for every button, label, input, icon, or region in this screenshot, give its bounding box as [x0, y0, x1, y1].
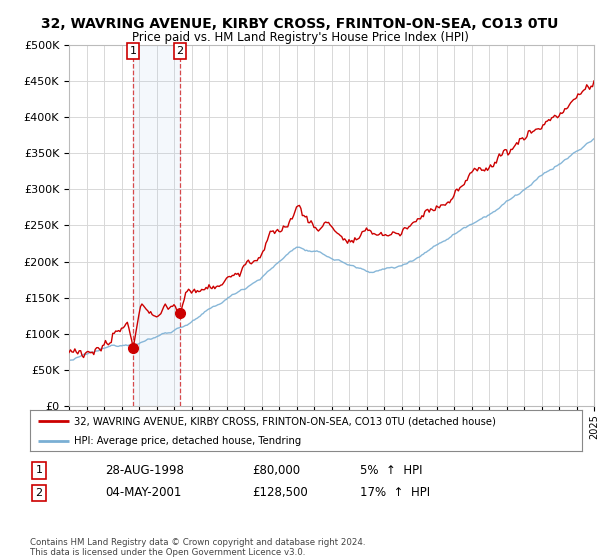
Text: 2: 2	[176, 46, 184, 56]
Text: 1: 1	[130, 46, 136, 56]
Text: Price paid vs. HM Land Registry's House Price Index (HPI): Price paid vs. HM Land Registry's House …	[131, 31, 469, 44]
Text: 32, WAVRING AVENUE, KIRBY CROSS, FRINTON-ON-SEA, CO13 0TU (detached house): 32, WAVRING AVENUE, KIRBY CROSS, FRINTON…	[74, 417, 496, 426]
Text: 5%  ↑  HPI: 5% ↑ HPI	[360, 464, 422, 477]
Text: £128,500: £128,500	[252, 486, 308, 500]
Text: 32, WAVRING AVENUE, KIRBY CROSS, FRINTON-ON-SEA, CO13 0TU: 32, WAVRING AVENUE, KIRBY CROSS, FRINTON…	[41, 17, 559, 31]
Text: 1: 1	[35, 465, 43, 475]
Text: £80,000: £80,000	[252, 464, 300, 477]
Text: 17%  ↑  HPI: 17% ↑ HPI	[360, 486, 430, 500]
Text: 28-AUG-1998: 28-AUG-1998	[105, 464, 184, 477]
Text: 2: 2	[35, 488, 43, 498]
Text: HPI: Average price, detached house, Tendring: HPI: Average price, detached house, Tend…	[74, 436, 301, 446]
Text: Contains HM Land Registry data © Crown copyright and database right 2024.
This d: Contains HM Land Registry data © Crown c…	[30, 538, 365, 557]
Text: 04-MAY-2001: 04-MAY-2001	[105, 486, 181, 500]
Bar	[133, 45, 180, 406]
